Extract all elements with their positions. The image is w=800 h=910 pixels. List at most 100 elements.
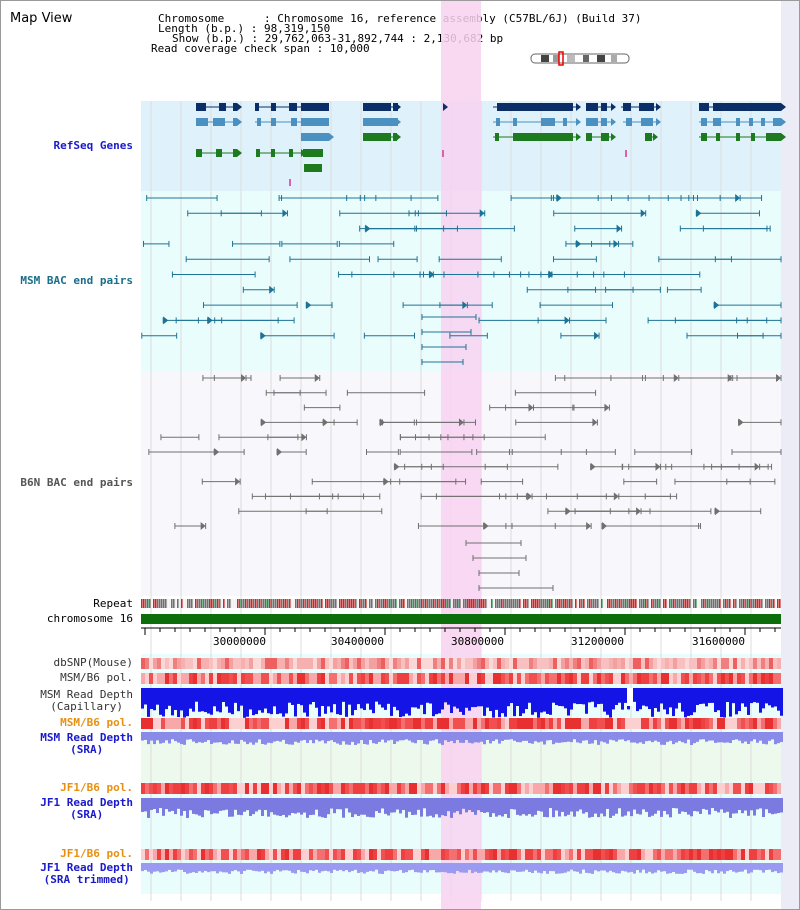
msm-b6-pol-sra-label[interactable]: MSM/B6 pol. <box>60 716 133 729</box>
depth-bar <box>279 732 282 742</box>
heat-cell <box>661 718 665 729</box>
repeat-mark <box>517 599 519 608</box>
depth-bar <box>384 688 387 710</box>
jf1-b6-pol-label[interactable]: JF1/B6 pol. <box>60 781 133 794</box>
depth-bar <box>687 732 690 740</box>
jf1-read-depth-sra-label[interactable]: JF1 Read Depth (SRA) <box>40 797 133 821</box>
repeat-mark <box>489 599 491 608</box>
heat-cell <box>757 658 761 669</box>
refseq-genes-label[interactable]: RefSeq Genes <box>53 139 133 152</box>
heat-cell <box>413 849 417 860</box>
repeat-mark <box>371 599 373 608</box>
depth-bar <box>696 732 699 742</box>
depth-bar <box>354 732 357 745</box>
depth-bar <box>147 798 150 818</box>
heat-cell <box>289 849 293 860</box>
depth-bar <box>585 863 588 873</box>
repeat-mark <box>469 599 471 608</box>
repeat-mark <box>615 599 617 608</box>
heat-cell <box>557 783 561 794</box>
heat-cell <box>525 783 529 794</box>
depth-bar <box>144 798 147 812</box>
heat-cell <box>585 658 589 669</box>
repeat-mark <box>197 599 199 608</box>
heat-cell <box>385 783 389 794</box>
b6n-bac-label[interactable]: B6N BAC end pairs <box>20 476 133 489</box>
depth-bar <box>201 688 204 712</box>
depth-bar <box>660 688 663 704</box>
depth-bar <box>648 732 651 741</box>
repeat-mark <box>463 599 465 608</box>
repeat-label[interactable]: Repeat <box>93 597 133 610</box>
heat-cell <box>761 673 765 684</box>
depth-bar <box>672 688 675 717</box>
heat-cell <box>589 658 593 669</box>
depth-bar <box>441 798 444 816</box>
jf1-b6-pol-trimmed-label[interactable]: JF1/B6 pol. <box>60 847 133 860</box>
depth-bar <box>300 798 303 815</box>
dbsnp-label[interactable]: dbSNP(Mouse) <box>53 656 133 669</box>
heat-cell <box>569 718 573 729</box>
depth-bar <box>396 732 399 742</box>
heat-cell <box>225 849 229 860</box>
repeat-mark <box>229 599 231 608</box>
depth-bar <box>465 688 468 708</box>
repeat-mark <box>749 599 751 608</box>
heat-cell <box>773 673 777 684</box>
heat-cell <box>157 849 161 860</box>
chromosome-track-label[interactable]: chromosome 16 <box>46 612 133 625</box>
depth-bar <box>207 732 210 741</box>
depth-bar <box>288 688 291 703</box>
msm-read-depth-sra-label[interactable]: MSM Read Depth (SRA) <box>40 732 133 756</box>
msm-read-depth-capillary-label[interactable]: MSM Read Depth (Capillary) <box>40 689 133 713</box>
depth-bar <box>378 798 381 813</box>
heat-cell <box>461 658 465 669</box>
depth-bar <box>525 732 528 741</box>
depth-bar <box>756 863 759 870</box>
depth-bar <box>642 798 645 810</box>
repeat-mark <box>473 599 475 608</box>
repeat-mark <box>383 599 385 608</box>
depth-bar <box>693 863 696 872</box>
msm-bac-label[interactable]: MSM BAC end pairs <box>20 274 133 287</box>
depth-bar <box>312 688 315 702</box>
repeat-mark <box>751 599 753 608</box>
jf1-read-depth-trimmed-label[interactable]: JF1 Read Depth (SRA trimmed) <box>40 862 133 886</box>
depth-bar <box>534 732 537 742</box>
heat-cell <box>265 673 269 684</box>
repeat-mark <box>435 599 437 608</box>
heat-cell <box>589 673 593 684</box>
repeat-mark <box>627 599 629 608</box>
msm-b6-pol-label[interactable]: MSM/B6 pol. <box>60 671 133 684</box>
repeat-mark <box>595 599 597 608</box>
depth-bar <box>729 732 732 744</box>
heat-cell <box>697 718 701 729</box>
heat-cell <box>673 658 677 669</box>
depth-bar <box>747 798 750 816</box>
depth-bar <box>774 863 777 872</box>
heat-cell <box>169 673 173 684</box>
heat-cell <box>513 658 517 669</box>
depth-bar <box>642 863 645 870</box>
heat-cell <box>593 658 597 669</box>
depth-bar <box>168 863 171 870</box>
depth-bar <box>387 688 390 704</box>
depth-bar <box>675 863 678 874</box>
heat-cell <box>193 718 197 729</box>
repeat-mark <box>645 599 647 608</box>
heat-cell <box>749 673 753 684</box>
depth-bar <box>285 798 288 818</box>
heat-cell <box>453 673 457 684</box>
repeat-mark <box>663 599 665 608</box>
depth-bar <box>369 732 372 741</box>
b6n-bac-arrow <box>379 418 385 427</box>
depth-bar <box>450 688 453 714</box>
heat-cell <box>577 658 581 669</box>
heat-cell <box>401 849 405 860</box>
highlight-region <box>441 1 481 909</box>
heat-cell <box>173 849 177 860</box>
heat-cell <box>241 718 245 729</box>
depth-bar <box>522 798 525 815</box>
heat-cell <box>729 658 733 669</box>
